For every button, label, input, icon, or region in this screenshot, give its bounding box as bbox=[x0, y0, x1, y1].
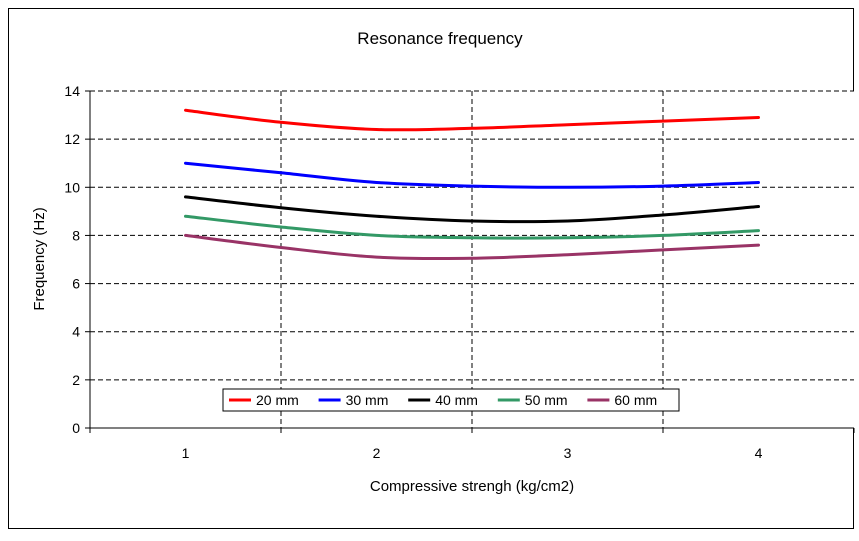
x-tick-label: 2 bbox=[373, 445, 381, 461]
legend-box bbox=[222, 388, 680, 412]
y-tick-label: 2 bbox=[72, 372, 80, 388]
y-tick-label: 0 bbox=[72, 420, 80, 436]
series-line-50-mm bbox=[184, 214, 760, 240]
y-tick-label: 6 bbox=[72, 276, 80, 292]
series-line-30-mm bbox=[184, 161, 760, 189]
legend-label: 60 mm bbox=[614, 392, 657, 408]
series-line-40-mm bbox=[184, 195, 760, 224]
legend: 20 mm 30 mm 40 mm 50 mm 60 mm bbox=[222, 388, 680, 412]
x-axis-label: Compressive strengh (kg/cm2) bbox=[370, 478, 574, 495]
y-tick-label: 8 bbox=[72, 227, 80, 243]
x-tick-label: 1 bbox=[182, 445, 190, 461]
y-tick-label: 12 bbox=[64, 131, 80, 147]
chart-title: Resonance frequency bbox=[357, 29, 523, 48]
y-tick-label: 14 bbox=[64, 83, 80, 99]
series-lines bbox=[184, 108, 760, 261]
y-axis-label: Frequency (Hz) bbox=[31, 207, 48, 310]
series-line-20-mm bbox=[184, 108, 760, 132]
x-tick-label: 4 bbox=[755, 445, 763, 461]
y-tick-label: 4 bbox=[72, 324, 80, 340]
legend-label: 30 mm bbox=[346, 392, 389, 408]
legend-label: 20 mm bbox=[256, 392, 299, 408]
x-tick-label: 3 bbox=[564, 445, 572, 461]
legend-label: 50 mm bbox=[525, 392, 568, 408]
series-line-60-mm bbox=[184, 233, 760, 261]
legend-label: 40 mm bbox=[435, 392, 478, 408]
y-tick-label: 10 bbox=[64, 179, 80, 195]
